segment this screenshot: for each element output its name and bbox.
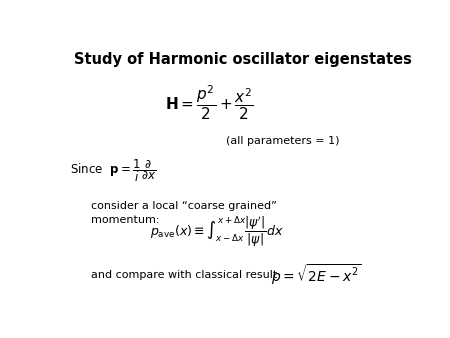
Text: and compare with classical result: and compare with classical result [91, 270, 277, 280]
Text: consider a local “coarse grained”: consider a local “coarse grained” [91, 201, 277, 211]
Text: Study of Harmonic oscillator eigenstates: Study of Harmonic oscillator eigenstates [74, 52, 412, 67]
Text: $p = \sqrt{2E - x^2}$: $p = \sqrt{2E - x^2}$ [271, 262, 361, 287]
Text: $\mathbf{H} = \dfrac{p^2}{2} + \dfrac{x^2}{2}$: $\mathbf{H} = \dfrac{p^2}{2} + \dfrac{x^… [165, 84, 254, 122]
Text: Since  $\mathbf{p} = \dfrac{1}{i}\dfrac{\partial}{\partial x}$: Since $\mathbf{p} = \dfrac{1}{i}\dfrac{\… [70, 158, 157, 184]
Text: (all parameters = 1): (all parameters = 1) [226, 136, 340, 146]
Text: momentum:: momentum: [91, 215, 160, 225]
Text: $p_{\mathrm{ave}}\left(x\right) \equiv \int_{x-\Delta x}^{x+\Delta x} \dfrac{|\p: $p_{\mathrm{ave}}\left(x\right) \equiv \… [150, 215, 284, 249]
